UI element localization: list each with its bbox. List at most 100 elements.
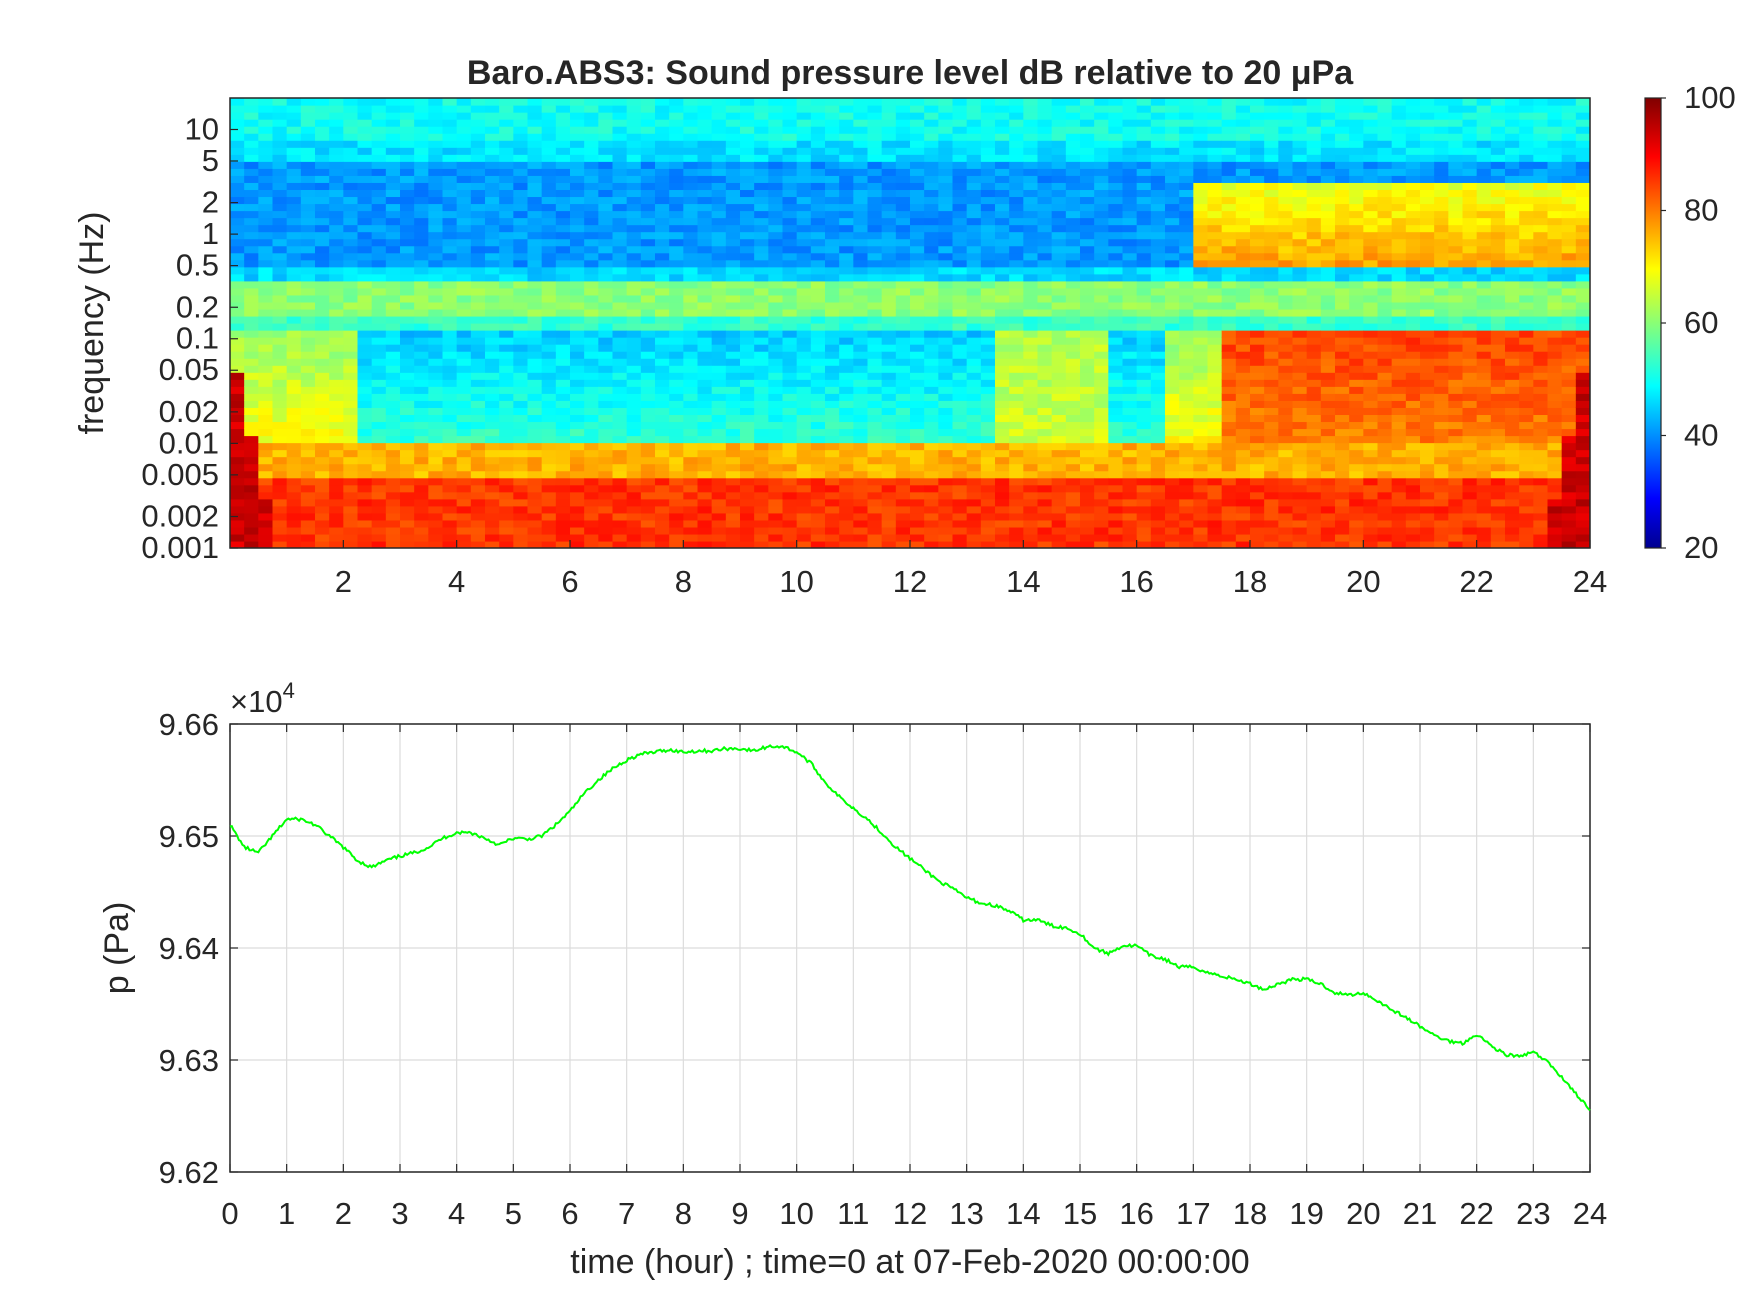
spectrogram-cell: [541, 294, 557, 303]
spectrogram-cell: [1037, 189, 1053, 198]
spectrogram-cell: [1292, 540, 1308, 548]
spectrogram-cell: [1009, 245, 1024, 254]
spectrogram-cell: [1136, 210, 1152, 219]
spectrogram-cell: [1065, 126, 1081, 134]
spectrogram-cell: [499, 238, 514, 247]
spectrogram-cell: [555, 337, 571, 345]
spectrogram-cell: [1037, 308, 1053, 317]
spectrogram-cell: [1037, 182, 1053, 191]
spectrogram-cell: [683, 210, 699, 219]
spectrogram-cell: [1065, 98, 1081, 106]
spectrogram-cell: [655, 372, 670, 380]
spectrogram-cell: [1320, 301, 1336, 310]
spectrogram-cell: [385, 365, 401, 373]
spectrogram-cell: [1136, 372, 1152, 380]
spectrogram-cell: [697, 505, 713, 514]
spectrogram-cell: [1080, 133, 1095, 141]
spectrogram-cell: [810, 259, 826, 268]
spectrogram-cell: [1278, 196, 1294, 205]
spectrogram-cell: [952, 182, 968, 191]
spectrogram-cell: [839, 435, 854, 444]
spectrogram-cell: [853, 323, 869, 331]
spectrogram-cell: [697, 245, 713, 254]
spectrogram-cell: [924, 526, 939, 535]
spectrogram-cell: [853, 126, 869, 134]
spectrogram-cell: [980, 470, 996, 479]
spectrogram-cell: [711, 365, 727, 373]
spectrogram-cell: [839, 175, 854, 183]
spectrogram-cell: [895, 400, 911, 408]
spectrogram-cell: [966, 456, 982, 465]
spectrogram-cell: [825, 463, 840, 472]
spectrogram-cell: [1250, 98, 1265, 106]
spectrogram-cell: [1051, 161, 1067, 169]
spectrogram-cell: [626, 421, 642, 430]
spectrogram-cell: [414, 540, 429, 548]
spectrogram-cell: [1065, 358, 1081, 366]
spectrogram-cell: [1221, 189, 1237, 198]
spectrogram-cell: [980, 140, 996, 148]
spectrogram-cell: [555, 344, 571, 352]
spectrogram-cell: [966, 259, 982, 268]
spectrogram-cell: [371, 358, 387, 366]
spectrogram-cell: [867, 294, 883, 303]
spectrogram-cell: [1136, 203, 1152, 212]
spectrogram-cell: [244, 231, 259, 240]
spectrogram-cell: [853, 287, 869, 296]
spectrogram-cell: [244, 414, 259, 423]
spectrogram-cell: [1122, 414, 1138, 423]
spectrogram-cell: [895, 435, 911, 444]
spectrogram-cell: [1320, 463, 1336, 472]
spectrogram-cell: [1051, 168, 1067, 176]
spectrogram-cell: [1292, 449, 1308, 458]
spectrogram-cell: [1335, 540, 1350, 548]
spectrogram-cell: [272, 512, 288, 521]
spectrogram-cell: [1306, 337, 1322, 345]
spectrogram-cell: [1207, 196, 1223, 205]
spectrogram-cell: [1292, 175, 1308, 183]
spectrogram-cell: [1150, 196, 1166, 205]
spectrogram-cell: [980, 463, 996, 472]
spectrogram-cell: [612, 400, 628, 408]
spectrogram-cell: [357, 540, 373, 548]
spectrogram-cell: [1306, 323, 1322, 331]
spectrogram-cell: [527, 540, 543, 548]
spectrogram-cell: [1306, 273, 1322, 282]
spectrogram-cell: [1264, 526, 1279, 535]
spectrogram-cell: [725, 505, 741, 514]
spectrogram-cell: [768, 210, 784, 219]
spectrogram-cell: [669, 147, 684, 155]
spectrogram-cell: [570, 259, 585, 268]
spectrogram-cell: [1108, 266, 1124, 275]
spectrogram-cell: [1165, 266, 1180, 275]
spectrogram-cell: [371, 224, 387, 233]
spectrogram-cell: [598, 147, 614, 155]
spectrogram-cell: [513, 154, 529, 162]
spectrogram-cell: [300, 301, 316, 310]
spectrogram-cell: [527, 266, 543, 275]
spectrogram-cell: [640, 280, 656, 289]
spectrogram-cell: [485, 308, 500, 317]
spectrogram-cell: [1023, 238, 1039, 247]
spectrogram-cell: [655, 484, 670, 493]
spectrogram-cell: [853, 182, 869, 191]
spectrogram-cell: [683, 414, 699, 423]
spectrogram-cell: [626, 540, 642, 548]
spectrogram-cell: [782, 266, 798, 275]
spectrogram-cell: [1179, 428, 1194, 437]
spectrogram-cell: [1207, 210, 1223, 219]
spectrogram-cell: [584, 259, 599, 268]
spectrogram-cell: [612, 519, 628, 528]
spectrogram-cell: [995, 533, 1010, 542]
spectrogram-cell: [371, 470, 387, 479]
spectrogram-cell: [300, 196, 316, 205]
spectrogram-cell: [555, 358, 571, 366]
spectrogram-cell: [414, 456, 429, 465]
spectrogram-cell: [895, 442, 911, 451]
spectrogram-cell: [598, 119, 614, 127]
spectrogram-cell: [839, 505, 854, 514]
spectrogram-cell: [357, 463, 373, 472]
spectrogram-cell: [1320, 505, 1336, 514]
spectrogram-cell: [740, 252, 755, 261]
spectrogram-cell: [952, 505, 968, 514]
